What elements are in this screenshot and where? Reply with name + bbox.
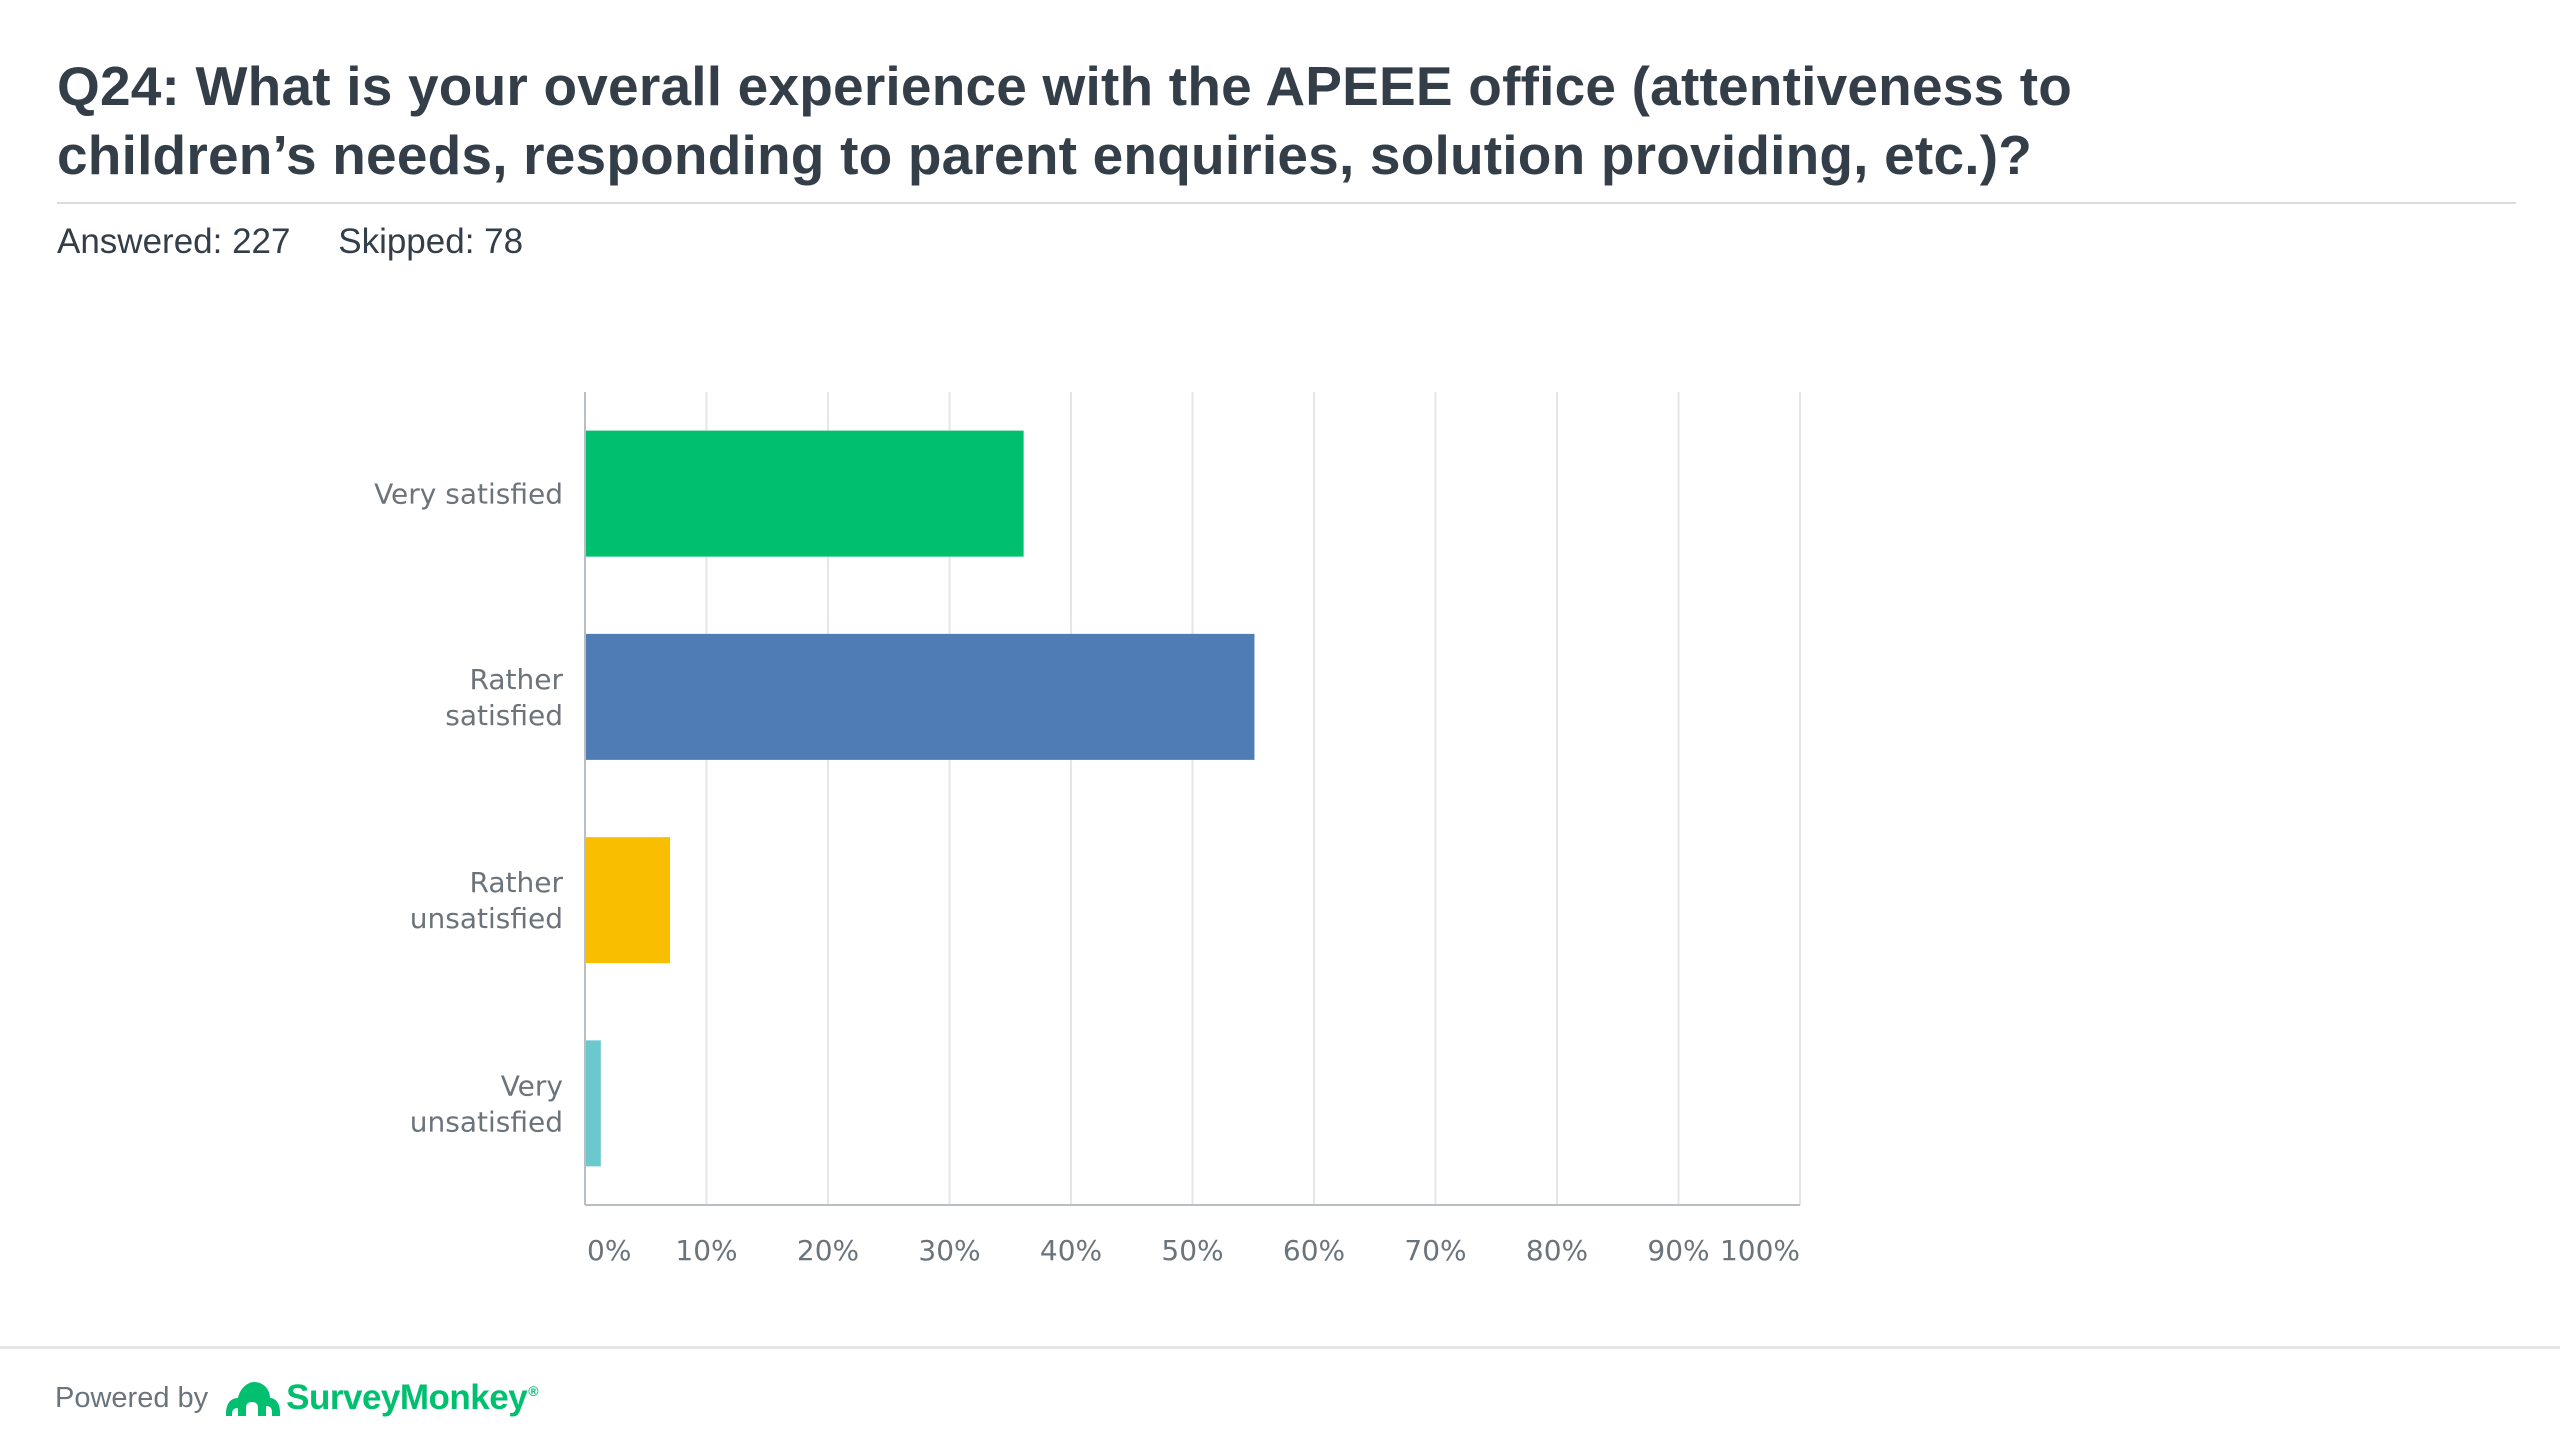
answered-count: Answered: 227 [57, 222, 291, 261]
chart-bars [586, 430, 1255, 1167]
x-tick-label: 50% [1161, 1234, 1223, 1267]
x-tick-label: 80% [1526, 1234, 1588, 1267]
x-tick-label: 60% [1283, 1234, 1345, 1267]
x-tick-label: 20% [797, 1234, 859, 1267]
category-labels: Very satisfied Rather satisfied Rather unsat… [374, 478, 563, 1139]
category-label: Rather satisfied [445, 663, 563, 732]
chart-axes [584, 392, 1800, 1206]
x-tick-labels: 0% 10% 20% 30% 40% 50% 60% 70% 80% 90% 100% [587, 1234, 1800, 1267]
footer: Powered by SurveyMonkey® [55, 1368, 539, 1428]
question-title: Q24: What is your overall experience wit… [57, 55, 2073, 186]
bar-very-unsatisfied[interactable] [586, 1040, 601, 1167]
x-tick-label: 40% [1040, 1234, 1102, 1267]
bar-rather-unsatisfied[interactable] [586, 837, 671, 964]
response-stats: Answered: 227 Skipped: 78 [57, 220, 561, 264]
x-tick-label: 90% [1647, 1234, 1709, 1267]
category-label: Very satisfied [374, 478, 563, 511]
brand-name[interactable]: SurveyMonkey® [286, 1378, 538, 1418]
category-label: Rather unsatisfied [410, 866, 564, 935]
category-label: Very unsatisfied [410, 1069, 563, 1138]
x-tick-label: 0% [587, 1234, 631, 1267]
x-tick-label: 100% [1720, 1234, 1800, 1267]
brand-registered-mark: ® [528, 1383, 539, 1400]
powered-by-label: Powered by [55, 1381, 209, 1414]
x-tick-label: 30% [918, 1234, 980, 1267]
footer-divider [0, 1346, 2560, 1349]
skipped-count: Skipped: 78 [338, 222, 524, 261]
x-tick-label: 10% [675, 1234, 737, 1267]
monkey-logo-icon[interactable] [220, 1376, 282, 1420]
bar-very-satisfied[interactable] [586, 430, 1024, 557]
bar-rather-satisfied[interactable] [586, 633, 1255, 760]
brand-text: SurveyMonkey [286, 1378, 528, 1417]
title-divider [57, 202, 2516, 204]
x-tick-label: 70% [1404, 1234, 1466, 1267]
bar-chart: Very satisfied Rather satisfied Rather unsat… [374, 392, 1801, 1267]
